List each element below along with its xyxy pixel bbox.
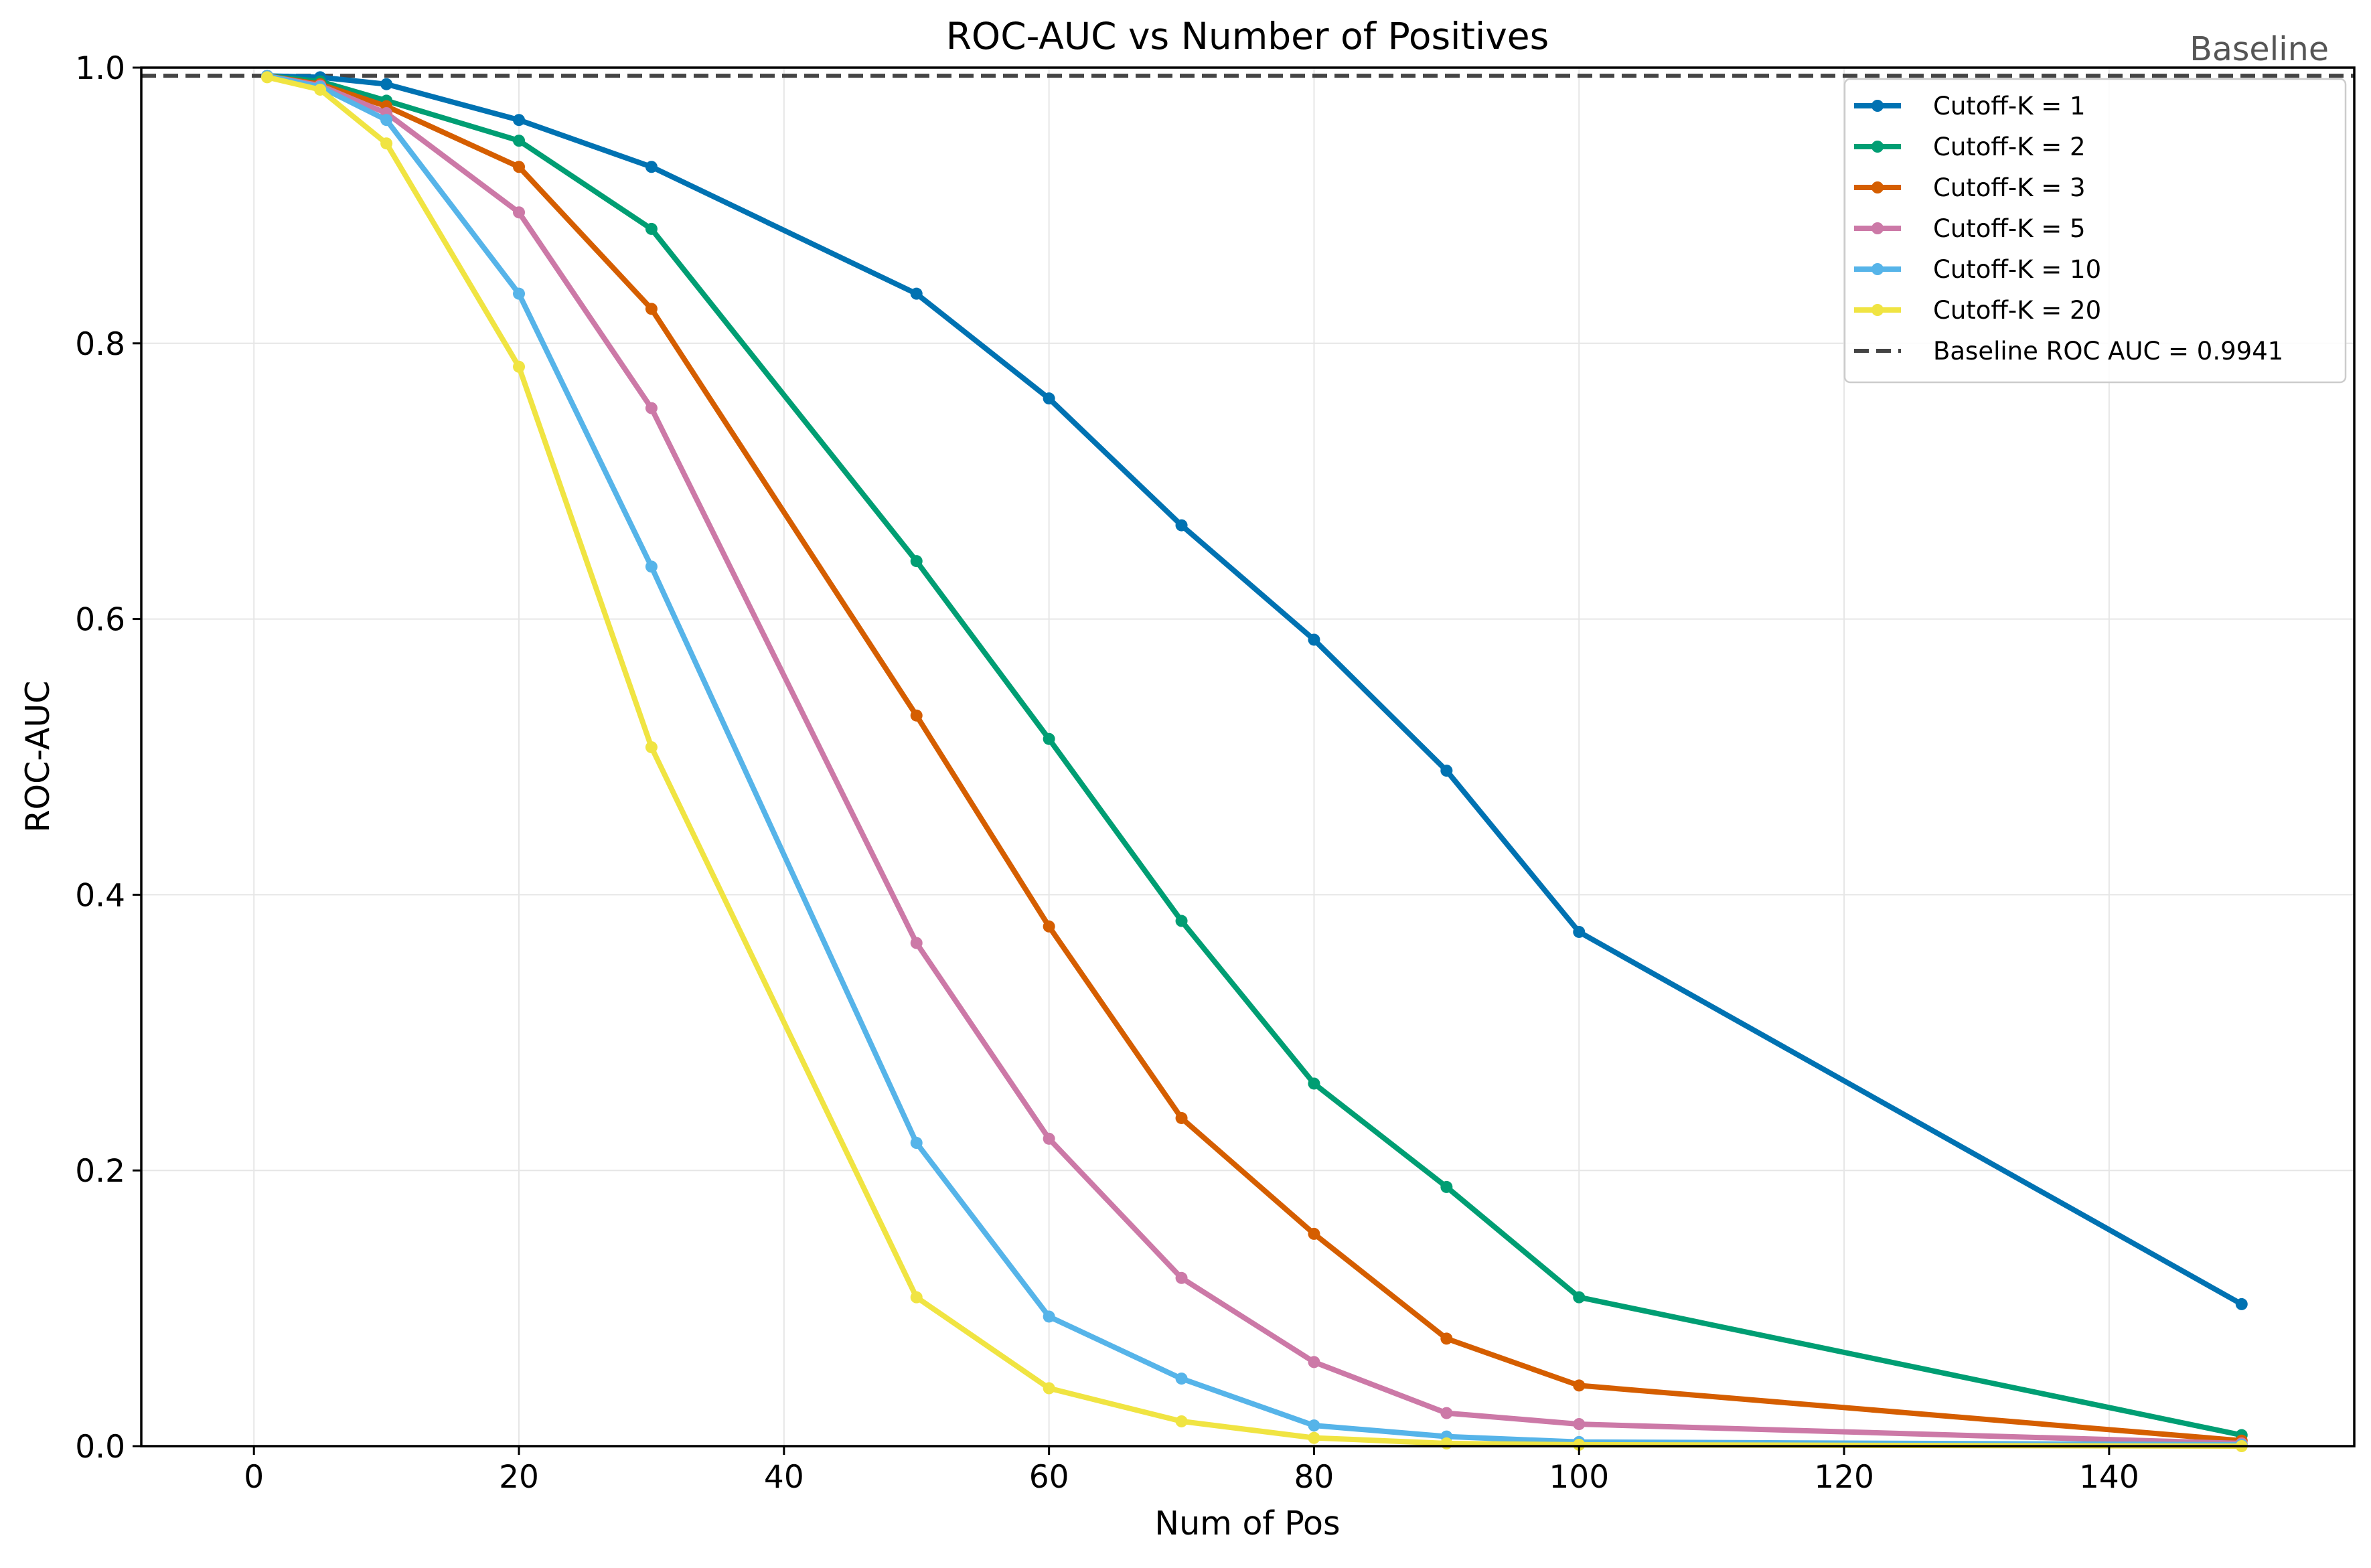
data-point: [1573, 1291, 1586, 1304]
series-line: [264, 74, 2244, 1449]
data-point: [1440, 1407, 1453, 1419]
legend-swatch-marker: [1871, 222, 1884, 234]
data-point: [380, 78, 393, 90]
data-point: [513, 206, 526, 219]
legend-swatch-marker: [1871, 141, 1884, 153]
legend-box: [1843, 78, 2347, 384]
data-point: [1175, 1415, 1188, 1427]
y-tick-label: 0.4: [75, 877, 125, 914]
legend-label-baseline: Baseline ROC AUC = 0.9941: [1933, 337, 2283, 366]
data-point: [1175, 1373, 1188, 1385]
data-point: [1175, 519, 1188, 532]
legend-swatch-marker: [1871, 263, 1884, 275]
data-point: [910, 1137, 923, 1150]
data-point: [1308, 1356, 1320, 1368]
legend-label: Cutoff-K = 20: [1933, 296, 2101, 325]
y-tick-label: 0.6: [75, 602, 125, 639]
data-point: [645, 161, 658, 173]
data-point: [1308, 1077, 1320, 1090]
data-point: [380, 114, 393, 127]
data-point: [380, 137, 393, 150]
data-point: [1043, 920, 1055, 933]
data-point: [1573, 1438, 1586, 1451]
data-point: [910, 937, 923, 949]
legend-label: Cutoff-K = 10: [1933, 255, 2101, 284]
series-line: [264, 73, 2244, 1438]
data-point: [513, 135, 526, 147]
y-tick-label: 0.0: [75, 1429, 125, 1466]
data-point: [1440, 765, 1453, 777]
series-layer: [261, 70, 2248, 1452]
data-point: [910, 1291, 923, 1304]
x-tick-label: 0: [244, 1459, 264, 1496]
data-point: [1043, 1310, 1055, 1323]
data-point: [1308, 1431, 1320, 1444]
x-tick-label: 120: [1814, 1459, 1874, 1496]
x-axis-label: Num of Pos: [1154, 1504, 1340, 1543]
data-point: [1440, 1437, 1453, 1449]
data-point: [314, 83, 327, 96]
data-point: [645, 560, 658, 573]
data-point: [645, 741, 658, 754]
y-tick-label: 0.2: [75, 1153, 125, 1190]
data-point: [1440, 1332, 1453, 1345]
data-point: [1440, 1180, 1453, 1193]
series-line: [264, 73, 2244, 1447]
data-point: [1175, 915, 1188, 927]
data-point: [1175, 1271, 1188, 1284]
legend: Cutoff-K = 1 Cutoff-K = 2 Cutoff-K = 3 Cuto…: [1843, 78, 2347, 384]
legend-swatch-marker: [1871, 304, 1884, 316]
data-point: [645, 303, 658, 315]
data-point: [261, 71, 274, 84]
legend-label: Cutoff-K = 1: [1933, 92, 2086, 121]
data-point: [513, 114, 526, 127]
data-point: [1573, 1379, 1586, 1392]
data-point: [1043, 392, 1055, 405]
legend-label: Cutoff-K = 2: [1933, 133, 2086, 161]
data-point: [1043, 1382, 1055, 1395]
y-tick-label: 1.0: [75, 50, 125, 87]
legend-swatch-marker: [1871, 181, 1884, 193]
x-tick-label: 20: [499, 1459, 539, 1496]
axis-ticks: 0 20 40 60 80 100 120 140 0.0 0.2 0.4 0.6 0.8 1.0: [75, 50, 2139, 1496]
data-point: [2235, 1298, 2248, 1310]
series-line: [264, 73, 2244, 1307]
data-point: [910, 555, 923, 568]
series-line: [264, 73, 2244, 1446]
y-axis-label: ROC-AUC: [19, 680, 57, 832]
legend-label: Cutoff-K = 3: [1933, 173, 2086, 202]
series-line: [264, 73, 2244, 1443]
data-point: [645, 222, 658, 235]
data-point: [910, 709, 923, 722]
data-point: [513, 287, 526, 300]
data-point: [645, 402, 658, 414]
y-tick-label: 0.8: [75, 326, 125, 363]
chart-title: ROC-AUC vs Number of Positives: [946, 15, 1549, 58]
data-point: [513, 360, 526, 373]
data-point: [1573, 1418, 1586, 1431]
data-point: [1573, 925, 1586, 938]
data-point: [1308, 1227, 1320, 1240]
plot-area-frame: [140, 66, 2356, 1447]
baseline-annotation: Baseline: [2190, 30, 2329, 68]
data-point: [1043, 1132, 1055, 1145]
x-tick-label: 140: [2079, 1459, 2139, 1496]
x-tick-label: 80: [1294, 1459, 1334, 1496]
x-tick-label: 40: [764, 1459, 804, 1496]
x-tick-label: 60: [1029, 1459, 1069, 1496]
data-point: [1308, 633, 1320, 646]
legend-swatch-marker: [1871, 100, 1884, 112]
x-tick-label: 100: [1549, 1459, 1609, 1496]
data-point: [1308, 1419, 1320, 1432]
data-point: [1043, 732, 1055, 745]
data-point: [1175, 1111, 1188, 1124]
data-point: [910, 287, 923, 300]
legend-label: Cutoff-K = 5: [1933, 214, 2086, 243]
data-point: [513, 161, 526, 173]
